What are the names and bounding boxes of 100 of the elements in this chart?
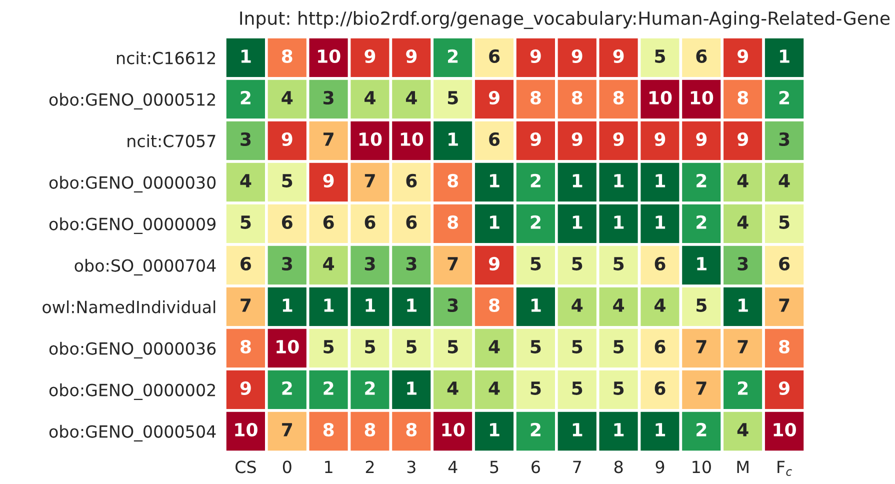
data-label: 4 [654,298,666,312]
data-label: 1 [407,382,416,395]
data-label: 1 [282,298,292,312]
data-label: 3 [406,256,416,270]
data-label: 3 [448,298,458,312]
data-label: 6 [240,256,252,270]
data-label: 5 [572,340,582,354]
data-label: 4 [323,257,334,270]
y-tick-label: ncit:C7057 [128,134,216,148]
data-label: 3 [779,132,790,146]
x-tick-label: 4 [448,460,458,473]
data-label: 10 [318,49,340,63]
data-label: 8 [448,174,458,188]
data-label: 9 [613,49,624,63]
data-label: 6 [489,49,500,63]
data-label: 7 [779,298,790,312]
x-tick-label: 0 [282,460,292,474]
data-label: 1 [366,298,376,312]
data-label: 4 [488,382,500,395]
data-label: 8 [613,90,624,104]
y-tick-label: owl:NamedIndividual [42,300,216,314]
data-label: 10 [400,132,424,146]
data-label: 9 [323,174,334,188]
data-label: 4 [572,298,583,312]
x-tick-label: 7 [573,460,582,473]
data-label: 5 [572,382,582,395]
data-label: 5 [448,340,458,354]
data-label: 1 [614,216,624,229]
data-label: 2 [448,49,458,63]
data-label: 7 [696,382,706,395]
x-tick-label: 5 [490,460,498,474]
data-label: 1 [324,298,334,312]
data-label: 5 [282,174,292,188]
y-tick-label: obo:GENO_0000504 [49,424,216,442]
x-tick-label: CS [236,460,256,474]
data-label: 2 [324,381,334,395]
data-label: 1 [572,174,582,188]
data-label: 10 [442,422,465,436]
data-label: 1 [448,132,458,146]
data-label: 6 [654,256,666,270]
x-tick-label: F$_{c}$ [778,460,792,476]
data-label: 9 [488,256,500,270]
data-label: 6 [364,215,376,229]
data-label: 4 [737,423,748,436]
data-label: 8 [282,49,292,63]
data-label: 4 [778,174,790,188]
data-label: 2 [696,215,706,229]
data-label: 5 [614,340,624,354]
y-tick-label: obo:GENO_0000030 [49,176,216,193]
data-label: 1 [490,423,500,436]
data-label: 10 [276,340,299,354]
data-label: 10 [649,90,672,104]
data-label: 2 [530,174,540,188]
data-label: 4 [447,382,458,395]
data-label: 6 [323,215,334,229]
data-label: 9 [240,381,251,395]
data-label: 9 [613,132,624,146]
data-label: 5 [655,50,666,63]
data-label: 3 [282,256,292,270]
data-label: 9 [406,49,417,63]
data-label: 2 [240,90,250,104]
y-tick-label: ncit:C16612 [117,51,215,64]
y-tick-label: obo:GENO_0000512 [49,92,215,110]
y-tick-label: obo:SO_0000704 [74,258,216,276]
data-label: 4 [613,298,624,312]
y-tick-label: obo:GENO_0000009 [49,217,216,234]
data-label: 9 [282,132,292,146]
data-label: 3 [738,256,748,270]
x-tick-label: 9 [656,460,664,474]
data-label: 8 [323,422,334,436]
data-label: 2 [530,215,540,229]
data-label: 10 [359,132,382,146]
chart-title: Input: http://bio2rdf.org/genage_vocabulary:Human-Aging-Related-Gene [240,11,890,29]
data-label: 4 [240,174,252,188]
x-tick-label: 3 [407,460,416,474]
data-label: 7 [240,298,251,312]
data-label: 2 [530,422,540,436]
data-label: 1 [531,298,541,312]
data-label: 7 [738,340,748,354]
data-label: 7 [323,132,334,146]
data-label: 5 [240,216,251,229]
data-label: 4 [406,91,417,104]
data-label: 8 [406,422,417,436]
data-label: 8 [572,90,582,104]
data-label: 10 [774,422,796,436]
data-label: 6 [654,340,666,354]
x-tick-label: 1 [325,460,332,473]
data-label: 10 [235,422,258,436]
data-label: 2 [696,174,706,188]
data-label: 7 [448,257,458,270]
data-label: 4 [488,340,500,354]
data-label: 5 [530,340,541,354]
data-label: 7 [282,423,292,436]
data-label: 8 [779,340,790,354]
data-label: 5 [779,216,790,229]
data-label: 8 [364,422,376,436]
data-label: 2 [365,381,375,395]
data-label: 5 [324,340,334,354]
data-label: 3 [323,90,334,104]
data-label: 8 [240,340,251,354]
